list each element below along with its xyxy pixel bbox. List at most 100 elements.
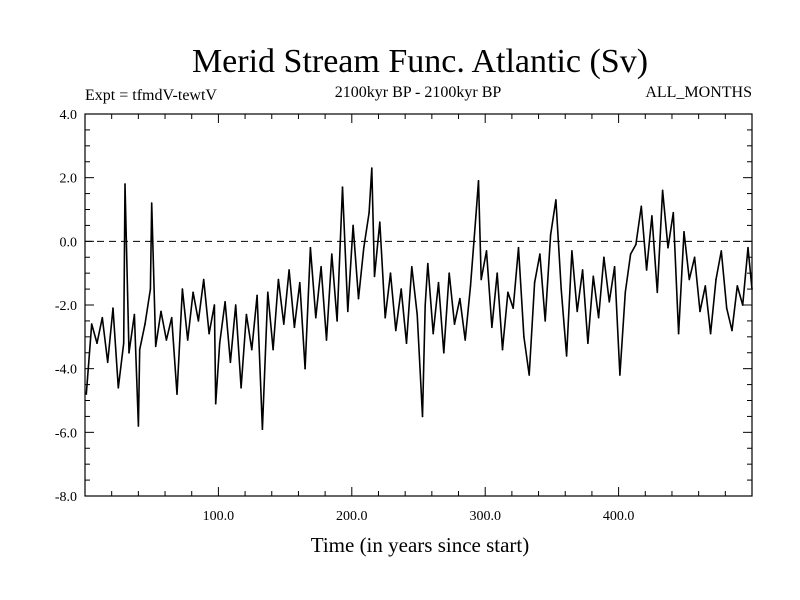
data-point xyxy=(357,297,360,300)
data-point xyxy=(137,425,140,427)
data-point xyxy=(453,323,456,325)
data-point xyxy=(613,266,616,268)
data-point xyxy=(384,316,386,319)
data-point xyxy=(597,316,600,319)
data-point xyxy=(592,275,595,278)
data-point xyxy=(214,402,217,405)
data-point xyxy=(298,281,301,284)
data-point xyxy=(544,320,547,322)
data-point xyxy=(314,316,317,319)
data-point xyxy=(85,393,88,395)
data-point xyxy=(424,304,426,306)
data-point xyxy=(565,355,568,357)
data-point xyxy=(176,393,178,395)
data-point xyxy=(309,246,312,249)
data-point xyxy=(736,285,739,287)
data-point xyxy=(373,275,376,278)
data-point xyxy=(688,278,691,281)
data-point xyxy=(517,246,520,249)
data-point xyxy=(224,301,226,303)
data-point xyxy=(416,313,418,316)
y-tick-label: 2.0 xyxy=(60,172,78,187)
data-point xyxy=(507,291,509,294)
y-tick-label: 4.0 xyxy=(60,108,78,123)
data-point xyxy=(677,332,680,335)
data-point xyxy=(587,342,589,345)
data-point xyxy=(720,250,723,252)
data-point xyxy=(234,304,237,306)
data-point xyxy=(154,345,157,348)
data-point xyxy=(608,301,611,303)
data-point xyxy=(475,215,477,217)
data-point xyxy=(437,281,440,284)
y-tick-label: -6.0 xyxy=(55,426,77,441)
data-point xyxy=(96,342,98,345)
data-point xyxy=(624,291,627,294)
data-point xyxy=(160,310,162,313)
data-point xyxy=(341,186,344,189)
data-point xyxy=(533,281,536,284)
y-tick-label: -4.0 xyxy=(55,363,77,378)
data-point xyxy=(90,323,93,325)
data-point xyxy=(715,278,717,281)
data-point xyxy=(389,272,392,274)
data-point xyxy=(144,323,146,325)
data-point xyxy=(336,320,338,322)
data-point xyxy=(400,288,402,290)
data-point xyxy=(459,297,461,300)
data-point xyxy=(448,272,450,274)
data-point xyxy=(117,386,120,389)
data-point xyxy=(368,211,370,214)
data-point xyxy=(138,348,141,351)
x-tick-label: 300.0 xyxy=(469,509,501,524)
data-point xyxy=(619,374,621,376)
data-point xyxy=(555,199,557,201)
chart-title: Merid Stream Func. Atlantic (Sv) xyxy=(192,43,648,80)
data-point xyxy=(288,269,290,271)
data-point xyxy=(699,310,701,313)
data-point xyxy=(645,269,648,271)
months-label: ALL_MONTHS xyxy=(645,84,752,101)
data-point xyxy=(571,250,573,252)
data-point xyxy=(693,256,696,259)
data-point xyxy=(250,348,253,351)
data-point xyxy=(122,342,125,345)
data-point xyxy=(539,253,541,255)
data-point xyxy=(656,291,659,294)
data-point xyxy=(213,304,216,306)
data-point xyxy=(293,326,296,329)
data-point xyxy=(124,183,126,185)
data-point xyxy=(603,256,605,259)
data-point xyxy=(528,374,531,376)
data-point xyxy=(464,339,466,341)
data-point xyxy=(330,253,333,255)
data-point xyxy=(266,291,269,294)
data-point xyxy=(277,278,280,281)
data-point xyxy=(112,307,114,309)
data-point xyxy=(186,339,189,341)
y-tick-label: -8.0 xyxy=(55,490,77,505)
data-point xyxy=(272,348,274,351)
data-point xyxy=(229,361,232,364)
data-point xyxy=(432,332,434,335)
data-point xyxy=(363,246,365,249)
data-point xyxy=(320,266,322,268)
data-point xyxy=(106,361,109,364)
series-points xyxy=(85,167,753,430)
data-point xyxy=(325,339,328,341)
data-point xyxy=(751,288,753,290)
plot-frame xyxy=(84,113,753,497)
data-point xyxy=(683,230,685,233)
data-point xyxy=(523,336,525,338)
data-point xyxy=(352,224,354,227)
data-point xyxy=(379,221,381,224)
data-point xyxy=(725,307,728,309)
y-tick-label: -2.0 xyxy=(55,299,77,314)
data-point xyxy=(581,269,584,271)
data-point xyxy=(240,386,242,389)
data-point xyxy=(560,288,563,290)
data-point xyxy=(576,310,579,313)
data-point xyxy=(346,310,349,313)
data-point xyxy=(661,189,664,192)
